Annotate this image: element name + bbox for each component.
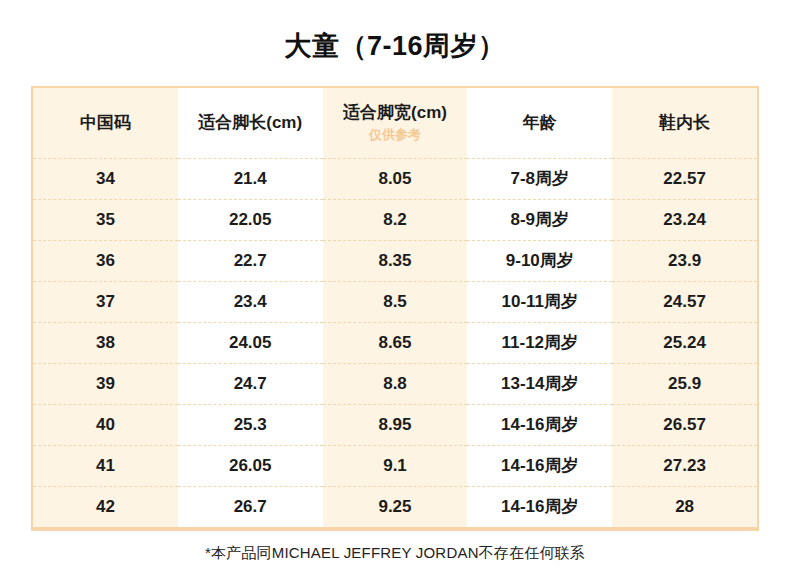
table-cell: 8.2 bbox=[323, 199, 468, 240]
table-cell: 27.23 bbox=[612, 445, 757, 486]
table-cell: 8-9周岁 bbox=[467, 199, 612, 240]
table-row: 3924.78.813-14周岁25.9 bbox=[33, 363, 757, 404]
col-header-inner-length: 鞋内长 bbox=[612, 88, 757, 158]
table-body: 3421.48.057-8周岁22.573522.058.28-9周岁23.24… bbox=[33, 158, 757, 527]
col-header-label: 鞋内长 bbox=[612, 112, 757, 134]
col-header-label: 年龄 bbox=[467, 112, 612, 134]
table-cell: 8.65 bbox=[323, 322, 468, 363]
table-cell: 9.1 bbox=[323, 445, 468, 486]
table-cell: 26.7 bbox=[178, 486, 323, 527]
table-row: 3723.48.510-11周岁24.57 bbox=[33, 281, 757, 322]
table-cell: 21.4 bbox=[178, 158, 323, 199]
table-cell: 36 bbox=[33, 240, 178, 281]
table-cell: 9.25 bbox=[323, 486, 468, 527]
table-row: 3522.058.28-9周岁23.24 bbox=[33, 199, 757, 240]
col-header-foot-length: 适合脚长(cm) bbox=[178, 88, 323, 158]
table-cell: 23.4 bbox=[178, 281, 323, 322]
table-cell: 8.5 bbox=[323, 281, 468, 322]
table-header: 中国码 适合脚长(cm) 适合脚宽(cm) 仅供参考 年龄 鞋内长 bbox=[33, 88, 757, 158]
col-header-label: 中国码 bbox=[33, 112, 178, 134]
size-table: 中国码 适合脚长(cm) 适合脚宽(cm) 仅供参考 年龄 鞋内长 bbox=[33, 88, 757, 527]
table-cell: 22.05 bbox=[178, 199, 323, 240]
table-row: 3824.058.6511-12周岁25.24 bbox=[33, 322, 757, 363]
size-table-container: 中国码 适合脚长(cm) 适合脚宽(cm) 仅供参考 年龄 鞋内长 bbox=[31, 86, 759, 531]
table-cell: 24.05 bbox=[178, 322, 323, 363]
table-cell: 25.9 bbox=[612, 363, 757, 404]
table-cell: 22.57 bbox=[612, 158, 757, 199]
table-cell: 23.9 bbox=[612, 240, 757, 281]
table-cell: 24.7 bbox=[178, 363, 323, 404]
table-cell: 41 bbox=[33, 445, 178, 486]
table-cell: 28 bbox=[612, 486, 757, 527]
col-header-china-size: 中国码 bbox=[33, 88, 178, 158]
col-header-foot-width: 适合脚宽(cm) 仅供参考 bbox=[323, 88, 468, 158]
table-cell: 8.8 bbox=[323, 363, 468, 404]
header-row: 中国码 适合脚长(cm) 适合脚宽(cm) 仅供参考 年龄 鞋内长 bbox=[33, 88, 757, 158]
col-header-label: 适合脚宽(cm) bbox=[323, 102, 468, 124]
table-cell: 39 bbox=[33, 363, 178, 404]
table-cell: 11-12周岁 bbox=[467, 322, 612, 363]
table-row: 4025.38.9514-16周岁26.57 bbox=[33, 404, 757, 445]
col-header-label: 适合脚长(cm) bbox=[178, 112, 323, 134]
table-cell: 8.95 bbox=[323, 404, 468, 445]
table-cell: 25.24 bbox=[612, 322, 757, 363]
table-cell: 38 bbox=[33, 322, 178, 363]
table-cell: 14-16周岁 bbox=[467, 486, 612, 527]
page-title: 大童（7-16周岁） bbox=[0, 28, 790, 64]
table-cell: 42 bbox=[33, 486, 178, 527]
table-cell: 9-10周岁 bbox=[467, 240, 612, 281]
table-row: 3622.78.359-10周岁23.9 bbox=[33, 240, 757, 281]
reference-only-note: 仅供参考 bbox=[323, 126, 468, 143]
table-cell: 34 bbox=[33, 158, 178, 199]
table-cell: 26.05 bbox=[178, 445, 323, 486]
table-cell: 14-16周岁 bbox=[467, 445, 612, 486]
table-cell: 8.35 bbox=[323, 240, 468, 281]
table-cell: 26.57 bbox=[612, 404, 757, 445]
col-header-age: 年龄 bbox=[467, 88, 612, 158]
table-cell: 14-16周岁 bbox=[467, 404, 612, 445]
table-cell: 25.3 bbox=[178, 404, 323, 445]
table-cell: 13-14周岁 bbox=[467, 363, 612, 404]
table-row: 4226.79.2514-16周岁28 bbox=[33, 486, 757, 527]
table-cell: 7-8周岁 bbox=[467, 158, 612, 199]
size-chart-page: 大童（7-16周岁） 中国码 适合脚长(cm) 适合脚宽(cm) 仅供参考 bbox=[0, 28, 790, 568]
disclaimer-note: *本产品同MICHAEL JEFFREY JORDAN不存在任何联系 bbox=[0, 544, 790, 563]
table-cell: 8.05 bbox=[323, 158, 468, 199]
table-cell: 40 bbox=[33, 404, 178, 445]
table-cell: 22.7 bbox=[178, 240, 323, 281]
table-cell: 35 bbox=[33, 199, 178, 240]
table-cell: 23.24 bbox=[612, 199, 757, 240]
table-cell: 10-11周岁 bbox=[467, 281, 612, 322]
table-row: 4126.059.114-16周岁27.23 bbox=[33, 445, 757, 486]
table-cell: 24.57 bbox=[612, 281, 757, 322]
table-cell: 37 bbox=[33, 281, 178, 322]
table-row: 3421.48.057-8周岁22.57 bbox=[33, 158, 757, 199]
